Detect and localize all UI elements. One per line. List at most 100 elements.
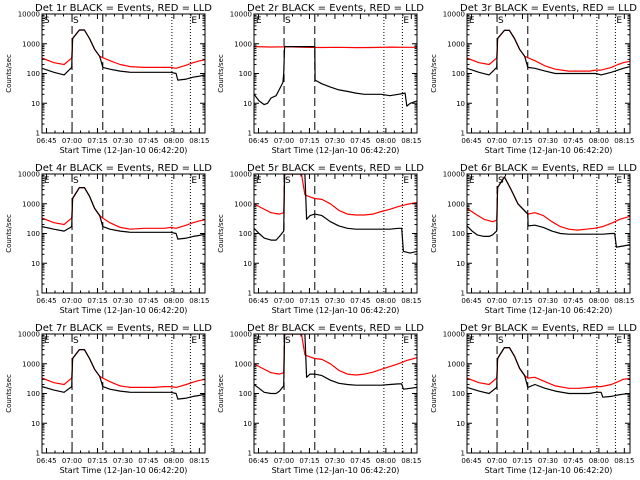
y-tick-label: 10000 xyxy=(230,11,252,19)
x-tick-label: 07:00 xyxy=(487,457,507,465)
event-marker-label: E xyxy=(469,176,475,186)
panel-title: Det 9r BLACK = Events, RED = LLD xyxy=(460,323,637,334)
y-tick-label: 1 xyxy=(461,130,465,138)
x-tick-label: 07:30 xyxy=(113,297,133,305)
x-tick-label: 07:00 xyxy=(487,297,507,305)
x-tick-label: 07:00 xyxy=(274,297,294,305)
x-tick-label: 07:15 xyxy=(512,297,532,305)
y-tick-label: 1 xyxy=(248,130,252,138)
x-tick-label: 07:15 xyxy=(299,457,319,465)
x-axis-label: Start Time (12-Jan-10 06:42:20) xyxy=(272,306,400,315)
event-marker-label: S xyxy=(285,336,291,346)
x-tick-label: 07:00 xyxy=(62,137,82,145)
event-rate-line xyxy=(42,187,205,240)
y-tick-label: 10000 xyxy=(18,171,40,179)
event-rate-line xyxy=(467,347,630,398)
detector-panel: Det 5r BLACK = Events, RED = LLD 1 10 100 10… xyxy=(217,163,424,315)
x-tick-label: 07:45 xyxy=(138,137,158,145)
event-marker-label: E xyxy=(616,16,622,26)
y-tick-label: 1000 xyxy=(22,200,40,208)
event-rate-line xyxy=(467,29,630,76)
x-tick-label: 08:15 xyxy=(401,457,421,465)
y-tick-label: 10000 xyxy=(443,171,465,179)
x-tick-label: 07:00 xyxy=(274,137,294,145)
x-tick-label: 06:45 xyxy=(461,137,481,145)
y-tick-label: 100 xyxy=(452,390,465,398)
plot-area xyxy=(467,174,630,293)
x-tick-label: 06:45 xyxy=(248,457,268,465)
x-tick-label: 06:45 xyxy=(461,297,481,305)
event-marker-label: S xyxy=(498,16,504,26)
x-tick-label: 07:30 xyxy=(113,457,133,465)
y-tick-label: 100 xyxy=(239,390,252,398)
y-tick-label: 10000 xyxy=(230,331,252,339)
x-tick-label: 07:30 xyxy=(538,297,558,305)
x-tick-label: 08:00 xyxy=(164,137,184,145)
event-marker-label: S xyxy=(73,176,79,186)
plot-area xyxy=(42,334,205,453)
panel-title: Det 6r BLACK = Events, RED = LLD xyxy=(460,163,637,174)
x-tick-label: 08:00 xyxy=(589,137,609,145)
y-tick-label: 1 xyxy=(36,290,40,298)
event-marker-label: E xyxy=(469,16,475,26)
event-rate-line xyxy=(42,349,205,400)
plot-area xyxy=(42,174,205,293)
y-axis-label: Counts/sec xyxy=(217,54,225,93)
event-rate-line xyxy=(467,176,630,248)
detector-panel: Det 9r BLACK = Events, RED = LLD 1 10 100 10… xyxy=(430,323,637,475)
x-tick-label: 06:45 xyxy=(461,457,481,465)
y-tick-label: 10 xyxy=(243,420,252,428)
x-tick-label: 07:15 xyxy=(512,137,532,145)
x-tick-label: 08:15 xyxy=(189,137,209,145)
y-tick-label: 100 xyxy=(239,70,252,78)
event-rate-line xyxy=(254,174,417,254)
x-tick-label: 07:15 xyxy=(87,137,107,145)
x-tick-label: 07:15 xyxy=(299,297,319,305)
y-tick-label: 1000 xyxy=(234,200,252,208)
y-tick-label: 10000 xyxy=(230,171,252,179)
y-tick-label: 100 xyxy=(239,230,252,238)
event-marker-label: E xyxy=(44,336,50,346)
y-tick-label: 10 xyxy=(456,100,465,108)
x-tick-label: 07:15 xyxy=(299,137,319,145)
y-tick-label: 10 xyxy=(31,100,40,108)
x-tick-label: 08:00 xyxy=(376,137,396,145)
y-tick-label: 1000 xyxy=(22,360,40,368)
y-axis-label: Counts/sec xyxy=(430,214,438,253)
event-marker-label: S xyxy=(498,176,504,186)
x-tick-label: 07:45 xyxy=(563,137,583,145)
y-tick-label: 10 xyxy=(456,260,465,268)
x-tick-label: 08:00 xyxy=(376,457,396,465)
y-tick-label: 100 xyxy=(452,70,465,78)
y-tick-label: 1 xyxy=(461,450,465,458)
x-tick-label: 07:00 xyxy=(487,137,507,145)
y-tick-label: 1 xyxy=(248,450,252,458)
panel-title: Det 2r BLACK = Events, RED = LLD xyxy=(247,3,424,14)
y-tick-label: 100 xyxy=(27,70,40,78)
event-rate-line xyxy=(254,334,417,395)
x-tick-label: 07:15 xyxy=(87,297,107,305)
x-tick-label: 08:15 xyxy=(401,297,421,305)
y-tick-label: 10 xyxy=(31,420,40,428)
event-marker-label: E xyxy=(191,336,197,346)
y-tick-label: 1000 xyxy=(447,360,465,368)
x-tick-label: 07:30 xyxy=(325,457,345,465)
event-marker-label: E xyxy=(191,16,197,26)
lld-rate-line xyxy=(254,46,417,49)
y-tick-label: 1000 xyxy=(234,40,252,48)
x-tick-label: 07:15 xyxy=(87,457,107,465)
y-axis-label: Counts/sec xyxy=(217,374,225,413)
x-tick-label: 06:45 xyxy=(36,457,56,465)
x-tick-label: 07:45 xyxy=(350,457,370,465)
x-axis-label: Start Time (12-Jan-10 06:42:20) xyxy=(272,146,400,155)
y-tick-label: 100 xyxy=(27,390,40,398)
detector-panel: Det 2r BLACK = Events, RED = LLD 1 10 100 10… xyxy=(217,3,424,155)
x-axis-label: Start Time (12-Jan-10 06:42:20) xyxy=(60,306,188,315)
y-tick-label: 1 xyxy=(36,450,40,458)
y-axis-label: Counts/sec xyxy=(430,374,438,413)
detector-panel: Det 3r BLACK = Events, RED = LLD 1 10 100 10… xyxy=(430,3,637,155)
event-rate-line xyxy=(42,29,205,81)
lld-rate-line xyxy=(254,334,417,376)
y-axis-label: Counts/sec xyxy=(5,374,13,413)
